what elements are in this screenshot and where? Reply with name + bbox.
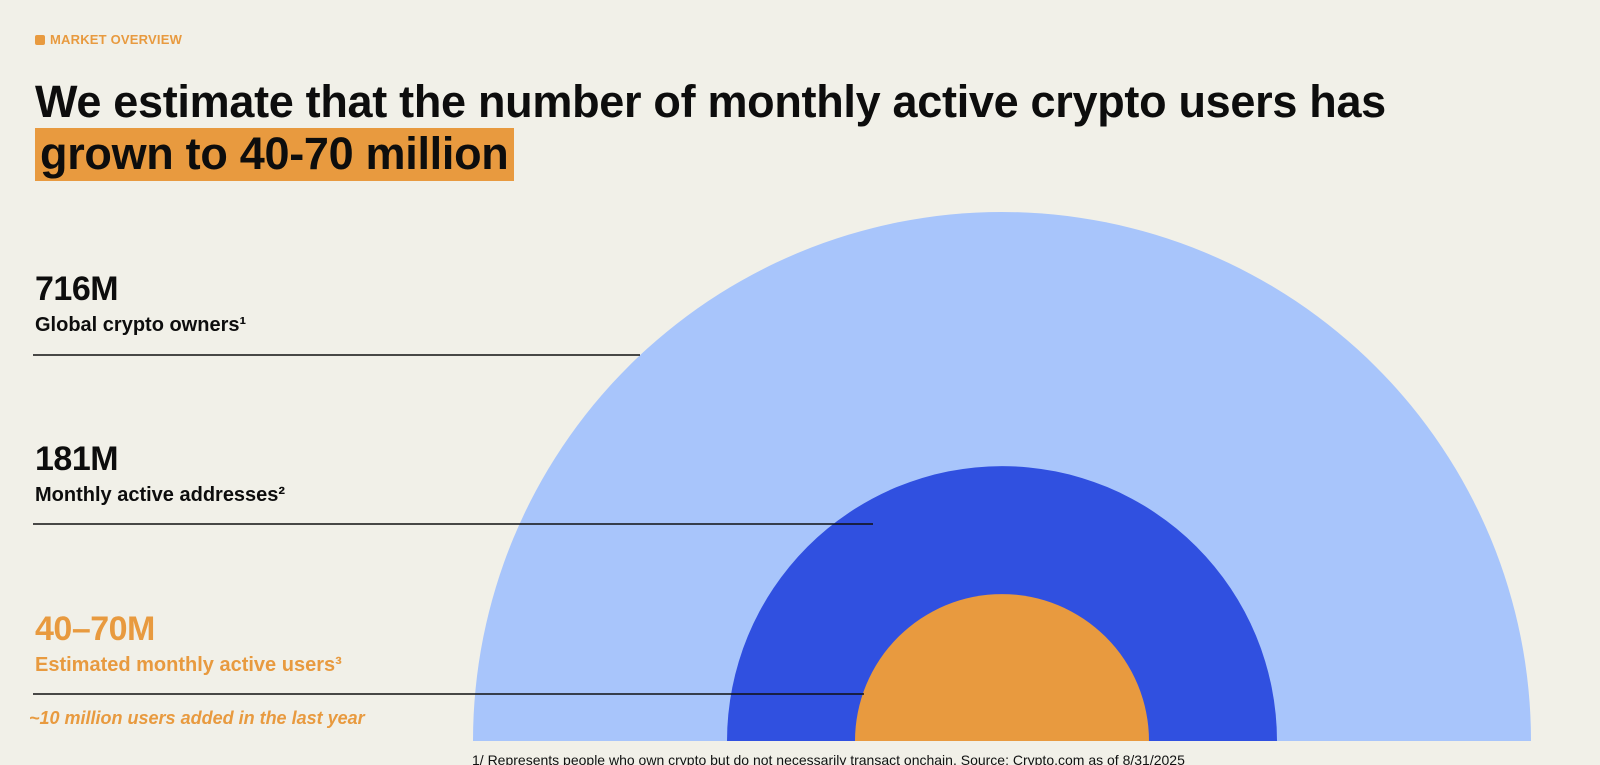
stat-label: Global crypto owners¹	[35, 314, 247, 336]
footnote: 1/ Represents people who own crypto but …	[472, 752, 1185, 765]
stat-value: 716M	[35, 270, 119, 308]
stat-monthly-active-addresses: 181M Monthly active addresses²	[35, 440, 285, 508]
growth-note: ~10 million users added in the last year	[29, 708, 365, 728]
stat-label: Estimated monthly active users³	[35, 654, 342, 676]
stat-value: 40–70M	[35, 610, 155, 648]
section-eyebrow: MARKET OVERVIEW	[35, 32, 182, 47]
eyebrow-marker-icon	[35, 34, 45, 45]
stat-label: Monthly active addresses²	[35, 484, 286, 506]
stat-value: 181M	[35, 440, 119, 478]
stat-global-crypto-owners: 716M Global crypto owners¹	[35, 270, 246, 338]
headline: We estimate that the number of monthly a…	[35, 76, 1386, 181]
headline-highlight: grown to 40-70 million	[35, 128, 515, 181]
stat-monthly-active-users: 40–70M Estimated monthly active users³	[35, 610, 342, 678]
headline-text: We estimate that the number of monthly a…	[35, 76, 1386, 127]
arc-monthly-active-users	[855, 594, 1149, 741]
eyebrow-label: MARKET OVERVIEW	[50, 32, 183, 47]
